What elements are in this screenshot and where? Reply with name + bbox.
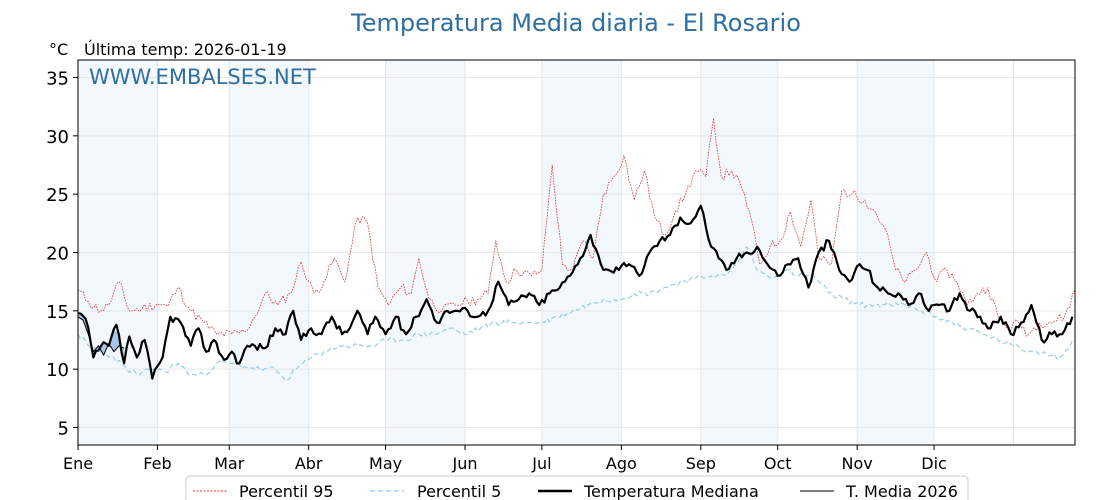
plot-area: [77, 117, 1076, 382]
y-tick-label: 30: [46, 127, 69, 148]
x-tick-label: Oct: [764, 454, 792, 473]
last-temp-label: Última temp: 2026-01-19: [84, 40, 287, 59]
legend-label-p5: Percentil 5: [417, 482, 501, 500]
x-tick-label: Nov: [842, 454, 873, 473]
legend-frame: [185, 475, 969, 500]
x-tick-label: Sep: [686, 454, 716, 473]
legend: Percentil 95 Percentil 5 Temperatura Med…: [185, 475, 969, 500]
series-p5-line: [77, 246, 1076, 382]
series-p95-line: [77, 117, 1076, 337]
series-median-line: [77, 204, 1074, 380]
y-axis-ticks: 5 10 15 20 25 30 35: [46, 69, 78, 440]
x-tick-label: Mar: [214, 454, 245, 473]
legend-label-p95: Percentil 95: [239, 482, 334, 500]
series-2026-line: [77, 316, 125, 356]
y-tick-label: 35: [46, 69, 69, 90]
x-tick-label: Ago: [606, 454, 637, 473]
y-tick-label: 25: [46, 185, 69, 206]
y-tick-label: 5: [58, 419, 69, 440]
watermark: WWW.EMBALSES.NET: [89, 65, 316, 89]
x-tick-label: Ene: [63, 454, 93, 473]
x-axis-ticks: Ene Feb Mar Abr May Jun Jul Ago Sep Oct Nov Dic: [63, 445, 947, 473]
x-tick-label: Jun: [452, 454, 478, 473]
x-tick-label: Jul: [531, 454, 551, 473]
grid-lines: [77, 60, 1075, 445]
y-tick-label: 15: [46, 302, 69, 323]
x-tick-label: Abr: [295, 454, 323, 473]
x-tick-label: Dic: [921, 454, 947, 473]
y-tick-label: 10: [46, 360, 69, 381]
y-tick-label: 20: [46, 244, 69, 265]
chart-title: Temperatura Media diaria - El Rosario: [350, 9, 801, 37]
area-2026-vs-median: [78, 313, 125, 364]
legend-label-2026: T. Media 2026: [845, 482, 958, 500]
y-unit-label: °C: [49, 40, 68, 59]
x-tick-label: May: [369, 454, 402, 473]
legend-label-median: Temperatura Mediana: [583, 482, 759, 500]
x-tick-label: Feb: [143, 454, 171, 473]
